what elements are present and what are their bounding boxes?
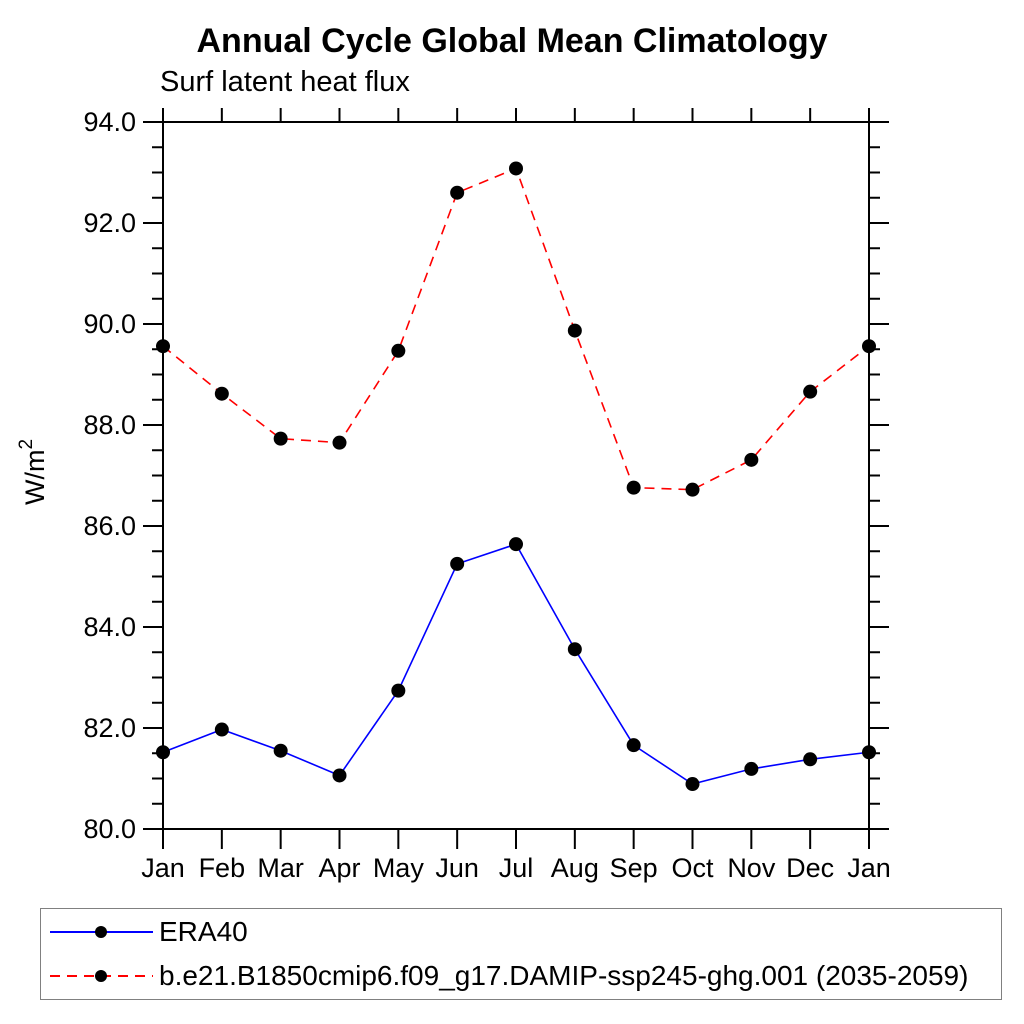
chart-title: Annual Cycle Global Mean Climatology — [196, 22, 828, 60]
y-axis-label: W/m2 — [16, 439, 50, 505]
data-point — [685, 482, 700, 497]
data-point — [685, 777, 700, 792]
x-tick-label: Sep — [610, 853, 658, 883]
data-point — [567, 323, 582, 338]
y-tick-label: 94.0 — [83, 107, 136, 137]
data-point — [626, 480, 641, 495]
series-markers-0 — [156, 537, 876, 792]
y-tick-label: 84.0 — [83, 612, 136, 642]
data-point — [156, 745, 170, 760]
x-tick-label: Oct — [671, 853, 714, 883]
x-axis-ticks — [162, 108, 870, 849]
x-tick-label: Dec — [786, 853, 834, 883]
data-point — [391, 683, 406, 698]
series-line-0 — [162, 543, 870, 785]
data-point — [450, 556, 465, 571]
y-tick-label: 90.0 — [83, 309, 136, 339]
x-tick-label: Jan — [847, 853, 891, 883]
legend-row-model: b.e21.B1850cmip6.f09_g17.DAMIP-ssp245-gh… — [41, 956, 1001, 996]
data-point — [391, 343, 406, 358]
data-point — [450, 185, 465, 200]
y-tick-label: 82.0 — [83, 713, 136, 743]
x-tick-label: Mar — [257, 853, 304, 883]
data-point — [567, 642, 582, 657]
data-point — [156, 339, 170, 354]
x-tick-label: Apr — [318, 853, 360, 883]
y-axis-ticks — [143, 121, 889, 830]
y-axis-tick-labels: 80.0 82.0 84.0 86.0 88.0 90.0 92.0 94.0 — [83, 107, 136, 844]
x-tick-label: Jan — [141, 853, 185, 883]
data-point — [509, 161, 523, 176]
legend-label-era40: ERA40 — [159, 916, 248, 948]
data-point — [273, 743, 288, 758]
legend-row-era40: ERA40 — [41, 912, 1001, 952]
data-point — [744, 452, 759, 467]
y-tick-label: 80.0 — [83, 814, 136, 844]
data-point — [273, 431, 288, 446]
x-tick-label: Aug — [551, 853, 599, 883]
data-point — [803, 384, 818, 399]
x-tick-label: Nov — [727, 853, 776, 883]
legend-label-model: b.e21.B1850cmip6.f09_g17.DAMIP-ssp245-gh… — [159, 959, 969, 991]
data-point — [214, 722, 229, 737]
chart-subtitle: Surf latent heat flux — [160, 66, 410, 98]
legend: ERA40 b.e21.B1850cmip6.f09_g17.DAMIP-ssp… — [40, 908, 1002, 1000]
series-markers-1 — [156, 161, 876, 497]
data-point — [332, 435, 347, 450]
data-point — [803, 752, 818, 767]
plot-frame — [162, 121, 870, 830]
x-axis-tick-labels: Jan Feb Mar Apr May Jun Jul Aug Sep Oct Nov Dec Jan — [141, 853, 891, 883]
legend-line-sample-1 — [50, 969, 153, 982]
y-tick-label: 86.0 — [83, 511, 136, 541]
legend-marker-icon — [95, 926, 107, 939]
data-point — [744, 761, 759, 776]
series-line-1 — [162, 167, 870, 491]
y-tick-label: 92.0 — [83, 208, 136, 238]
x-tick-label: Jul — [499, 853, 534, 883]
legend-line-sample-0 — [50, 926, 153, 939]
data-point — [862, 745, 876, 760]
data-point — [626, 738, 641, 753]
data-point — [214, 386, 229, 401]
data-point — [862, 339, 876, 354]
legend-marker-icon — [95, 969, 107, 982]
x-tick-label: Jun — [435, 853, 479, 883]
y-tick-label: 88.0 — [83, 410, 136, 440]
data-point — [509, 537, 523, 552]
x-tick-label: May — [373, 853, 425, 883]
data-point — [332, 768, 347, 783]
x-tick-label: Feb — [199, 853, 246, 883]
